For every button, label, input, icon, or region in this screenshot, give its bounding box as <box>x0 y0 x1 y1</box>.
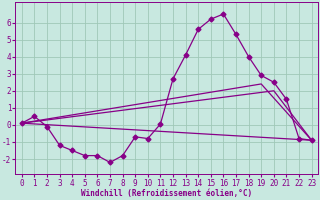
X-axis label: Windchill (Refroidissement éolien,°C): Windchill (Refroidissement éolien,°C) <box>81 189 252 198</box>
